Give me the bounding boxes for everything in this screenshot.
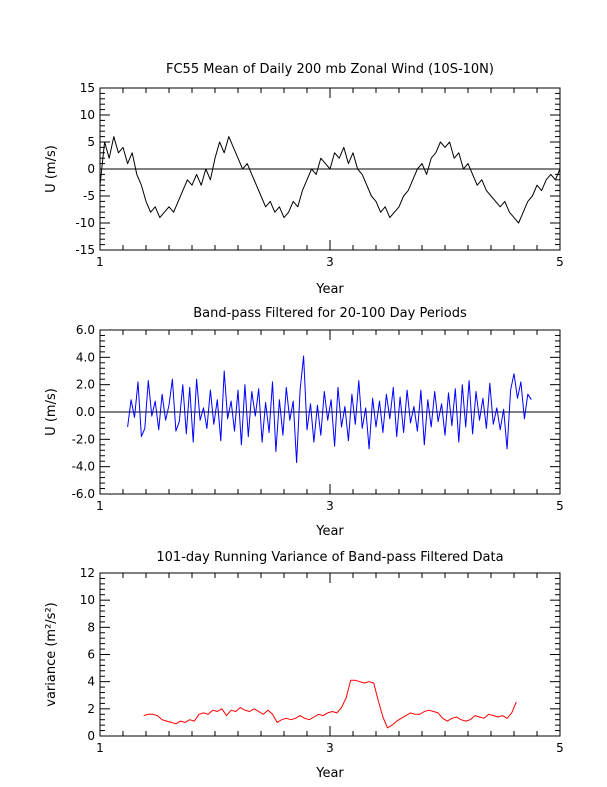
y-tick-label: 12 bbox=[80, 566, 95, 580]
series-line-1 bbox=[99, 136, 561, 224]
y-tick-label: -2.0 bbox=[72, 432, 95, 446]
y-tick-label: 0.0 bbox=[76, 405, 95, 419]
chart-panel-3: 101-day Running Variance of Band-pass Fi… bbox=[44, 550, 564, 781]
y-axis-label: U (m/s) bbox=[44, 388, 59, 436]
x-axis-label: Year bbox=[315, 524, 344, 539]
x-tick-label: 3 bbox=[326, 499, 334, 513]
y-axis-label: variance (m²/s²) bbox=[44, 602, 59, 706]
x-tick-label: 1 bbox=[96, 741, 104, 755]
y-tick-label: 8 bbox=[87, 620, 95, 634]
x-tick-label: 3 bbox=[326, 741, 334, 755]
chart-panel-1: FC55 Mean of Daily 200 mb Zonal Wind (10… bbox=[44, 62, 564, 297]
y-tick-label: -6.0 bbox=[72, 487, 95, 501]
y-tick-label: -4.0 bbox=[72, 460, 95, 474]
y-axis-label: U (m/s) bbox=[44, 145, 59, 193]
x-axis-label: Year bbox=[315, 766, 344, 781]
chart-title: FC55 Mean of Daily 200 mb Zonal Wind (10… bbox=[166, 62, 494, 77]
series-line-1 bbox=[143, 679, 517, 729]
chart-title: 101-day Running Variance of Band-pass Fi… bbox=[156, 550, 503, 565]
x-tick-label: 5 bbox=[556, 499, 564, 513]
y-tick-label: 6 bbox=[87, 648, 95, 662]
y-tick-label: 2 bbox=[87, 702, 95, 716]
x-tick-label: 5 bbox=[556, 741, 564, 755]
y-tick-label: 0 bbox=[87, 729, 95, 743]
y-tick-label: 5 bbox=[87, 135, 95, 149]
y-tick-label: -15 bbox=[75, 243, 95, 257]
chart-title: Band-pass Filtered for 20-100 Day Period… bbox=[193, 306, 467, 321]
x-tick-label: 1 bbox=[96, 255, 104, 269]
x-tick-label: 5 bbox=[556, 255, 564, 269]
x-axis-label: Year bbox=[315, 282, 344, 297]
y-tick-label: 4 bbox=[87, 675, 95, 689]
y-tick-label: -5 bbox=[83, 189, 95, 203]
y-tick-label: -10 bbox=[75, 216, 95, 230]
x-tick-label: 1 bbox=[96, 499, 104, 513]
y-tick-label: 6.0 bbox=[76, 323, 95, 337]
y-tick-label: 10 bbox=[80, 593, 95, 607]
chart-panel-2: Band-pass Filtered for 20-100 Day Period… bbox=[44, 306, 564, 539]
plot-frame bbox=[99, 572, 561, 737]
y-tick-label: 4.0 bbox=[76, 350, 95, 364]
series-line-1 bbox=[127, 355, 532, 464]
y-tick-label: 0 bbox=[87, 162, 95, 176]
y-tick-label: 15 bbox=[80, 81, 95, 95]
x-tick-label: 3 bbox=[326, 255, 334, 269]
y-tick-label: 2.0 bbox=[76, 378, 95, 392]
y-tick-label: 10 bbox=[80, 108, 95, 122]
